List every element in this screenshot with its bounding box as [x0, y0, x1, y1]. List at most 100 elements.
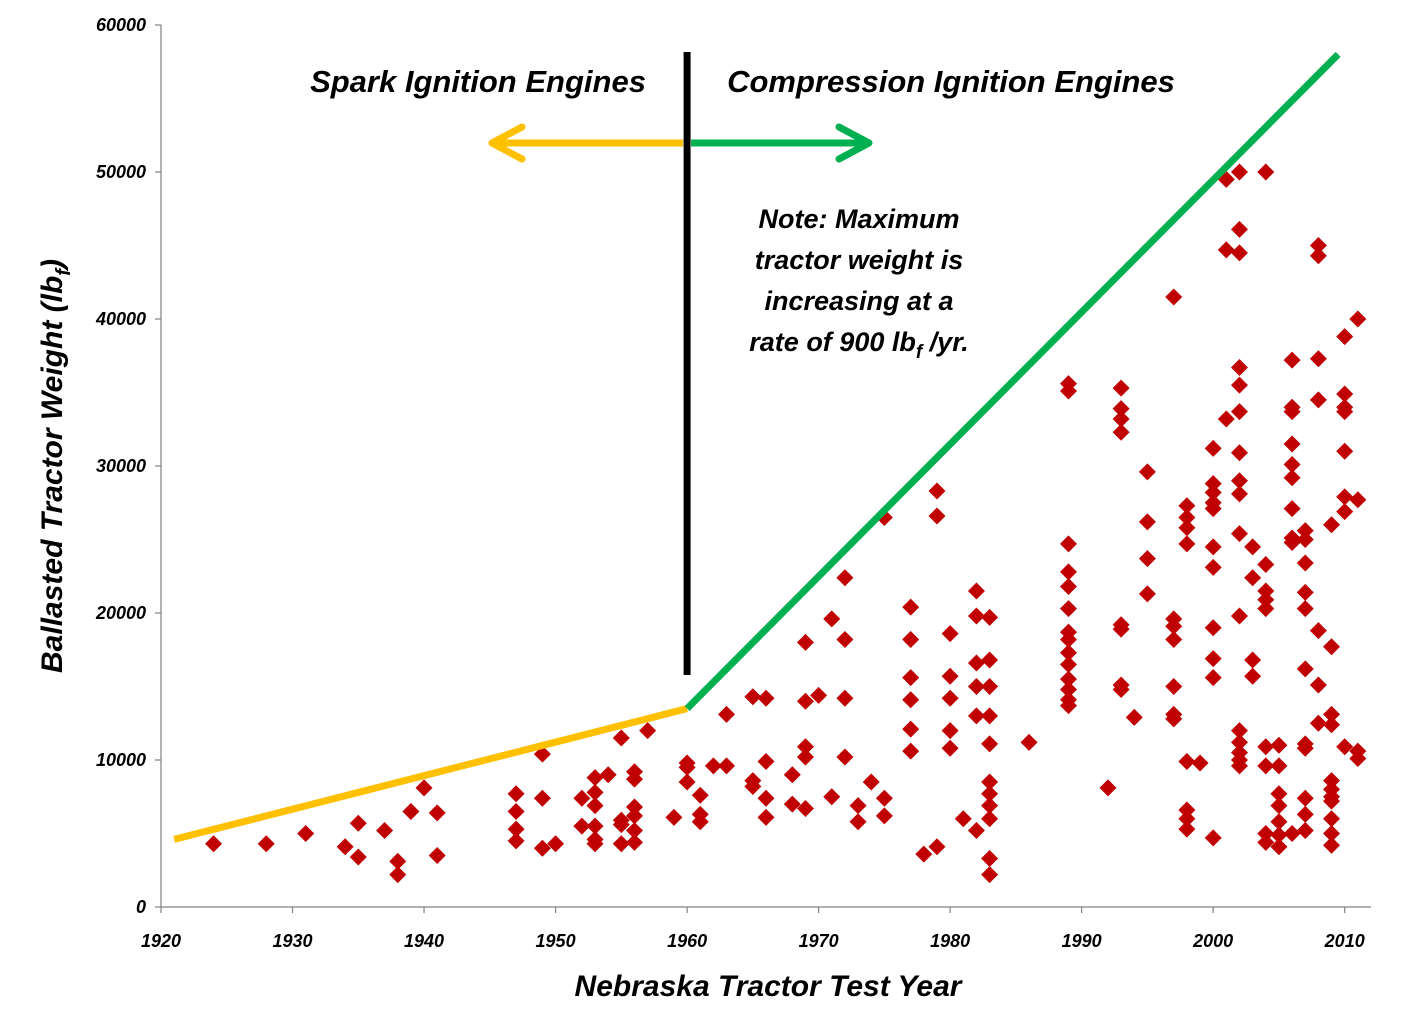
data-point	[1283, 351, 1301, 369]
data-point	[691, 813, 709, 831]
data-point	[1099, 779, 1117, 797]
y-axis-title: Ballasted Tractor Weight (lbf)	[36, 259, 75, 673]
data-point	[928, 482, 946, 500]
data-point	[402, 802, 420, 820]
data-point	[981, 735, 999, 753]
data-point	[1230, 220, 1248, 238]
data-point	[1283, 435, 1301, 453]
data-point	[1323, 792, 1341, 810]
data-point	[1230, 376, 1248, 394]
data-point	[836, 630, 854, 648]
data-point	[612, 816, 630, 834]
data-point	[205, 835, 223, 853]
data-point	[336, 838, 354, 856]
data-point	[796, 748, 814, 766]
data-point	[757, 752, 775, 770]
data-point	[849, 813, 867, 831]
data-point	[586, 783, 604, 801]
spark-ignition-label: Spark Ignition Engines	[310, 64, 646, 99]
data-point	[1296, 822, 1314, 840]
data-point	[1336, 738, 1354, 756]
data-point	[376, 822, 394, 840]
data-point	[1336, 488, 1354, 506]
data-point	[1349, 310, 1367, 328]
data-point	[1309, 676, 1327, 694]
data-point	[1257, 555, 1275, 573]
data-point	[941, 667, 959, 685]
data-point	[1309, 622, 1327, 640]
data-point	[941, 625, 959, 643]
data-point	[1323, 836, 1341, 854]
data-point	[1178, 508, 1196, 526]
data-point	[981, 651, 999, 669]
trend-lines	[173, 51, 1341, 843]
data-point	[967, 707, 985, 725]
data-point	[928, 507, 946, 525]
data-point	[1178, 820, 1196, 838]
data-point	[1230, 757, 1248, 775]
y-tick-label: 40000	[95, 309, 146, 329]
data-point	[1323, 638, 1341, 656]
data-point	[1244, 538, 1262, 556]
data-point	[573, 817, 591, 835]
data-point	[1270, 736, 1288, 754]
data-point	[297, 825, 315, 842]
note-line-4: rate of 900 lbf /yr.	[749, 327, 968, 363]
data-point	[915, 845, 933, 863]
data-point	[389, 852, 407, 870]
data-point	[1138, 463, 1156, 481]
data-point	[1323, 705, 1341, 723]
data-point	[665, 808, 683, 826]
data-point	[1309, 247, 1327, 265]
data-point	[1112, 423, 1130, 441]
data-point	[1230, 733, 1248, 751]
data-point	[1323, 810, 1341, 828]
x-tick-label: 1990	[1062, 931, 1102, 951]
data-point	[1165, 630, 1183, 648]
data-point	[1060, 578, 1077, 596]
data-point	[823, 788, 841, 806]
data-point	[1349, 491, 1367, 509]
data-point	[1257, 757, 1275, 775]
data-point	[1138, 585, 1156, 603]
data-point	[1257, 591, 1275, 609]
data-point	[507, 802, 525, 820]
data-point	[1296, 660, 1314, 678]
spark-arrow-head	[488, 123, 526, 163]
data-point	[967, 654, 985, 672]
data-point	[1296, 805, 1314, 823]
data-point	[981, 785, 999, 803]
y-tick-label: 30000	[96, 456, 146, 476]
data-point	[810, 686, 828, 704]
data-point	[612, 729, 630, 747]
data-point	[1323, 516, 1341, 534]
data-point	[1283, 825, 1301, 842]
data-point	[1296, 531, 1314, 548]
data-point	[1178, 810, 1196, 828]
y-axis-title-close: )	[36, 259, 69, 272]
data-point	[1244, 569, 1262, 587]
data-point	[1217, 410, 1235, 428]
data-point	[796, 633, 814, 651]
data-point	[902, 742, 920, 760]
data-point	[941, 739, 959, 757]
note-annotation: Note: Maximum tractor weight is increasi…	[749, 204, 968, 363]
data-point	[625, 798, 643, 816]
data-point	[1112, 410, 1130, 428]
data-point	[1283, 500, 1301, 518]
data-point	[1257, 163, 1275, 181]
compression-ignition-label: Compression Ignition Engines	[727, 64, 1175, 99]
spark-arrow-left	[488, 123, 684, 163]
data-point	[1283, 403, 1301, 421]
data-point	[1244, 651, 1262, 669]
data-point	[625, 822, 643, 840]
data-point	[1283, 533, 1301, 551]
data-point	[1336, 503, 1354, 521]
data-point	[704, 757, 722, 775]
y-tick-label: 50000	[96, 162, 146, 182]
data-point	[1230, 244, 1248, 262]
data-point	[757, 789, 775, 807]
data-point	[1230, 444, 1248, 462]
data-point	[1060, 600, 1077, 618]
data-point	[1204, 669, 1222, 687]
